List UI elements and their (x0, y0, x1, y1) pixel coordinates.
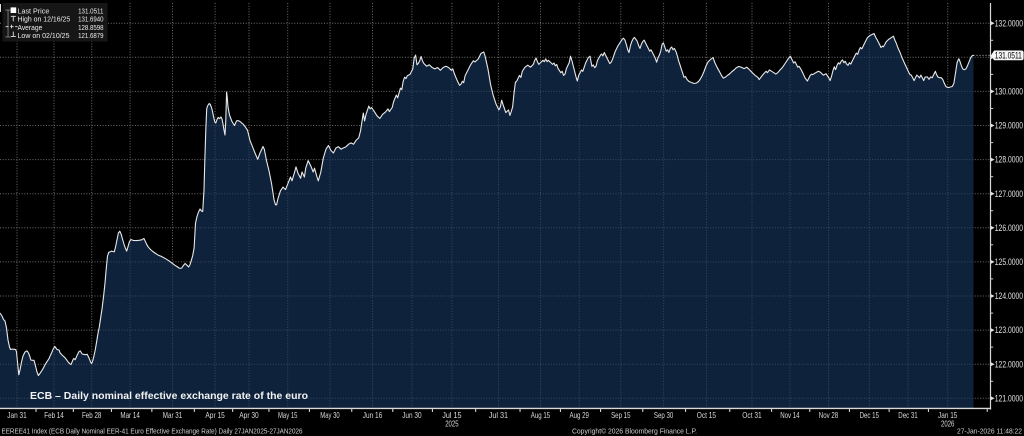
svg-text:128.8598: 128.8598 (78, 23, 103, 32)
svg-text:Apr 15: Apr 15 (205, 410, 225, 420)
svg-text:Mar 31: Mar 31 (163, 410, 183, 420)
svg-text:125.0000: 125.0000 (995, 257, 1023, 267)
svg-text:Sep 30: Sep 30 (654, 410, 674, 420)
svg-text:121.0000: 121.0000 (995, 393, 1023, 403)
svg-text:130.0000: 130.0000 (995, 87, 1023, 97)
svg-text:131.0511: 131.0511 (995, 51, 1022, 61)
svg-text:Jan 15: Jan 15 (938, 410, 958, 420)
svg-text:Aug 29: Aug 29 (570, 410, 590, 420)
svg-text:127.0000: 127.0000 (995, 189, 1023, 199)
svg-text:May 30: May 30 (320, 410, 340, 420)
svg-text:Oct 31: Oct 31 (742, 410, 762, 420)
svg-text:Nov 28: Nov 28 (819, 410, 839, 420)
svg-text:Sep 15: Sep 15 (611, 410, 631, 420)
svg-text:Copyright© 2026 Bloomberg Fina: Copyright© 2026 Bloomberg Finance L.P. (572, 427, 697, 436)
svg-text:2026: 2026 (941, 418, 955, 428)
svg-text:Jun 16: Jun 16 (363, 410, 383, 420)
svg-text:121.6879: 121.6879 (78, 31, 103, 40)
svg-text:Nov 14: Nov 14 (780, 410, 800, 420)
svg-text:132.0000: 132.0000 (995, 18, 1023, 28)
svg-text:Jun 30: Jun 30 (402, 410, 422, 420)
svg-text:High on 12/16/25: High on 12/16/25 (18, 15, 71, 24)
svg-text:Dec 15: Dec 15 (860, 410, 880, 420)
svg-text:122.0000: 122.0000 (995, 359, 1023, 369)
svg-text:Aug 15: Aug 15 (531, 410, 551, 420)
svg-text:129.0000: 129.0000 (995, 121, 1023, 131)
svg-text:Low on 02/10/25: Low on 02/10/25 (18, 31, 70, 40)
svg-text:Feb 28: Feb 28 (82, 410, 102, 420)
svg-text:126.0000: 126.0000 (995, 223, 1023, 233)
svg-text:Jan 31: Jan 31 (7, 410, 27, 420)
svg-text:27-Jan-2026 11:48:22: 27-Jan-2026 11:48:22 (957, 427, 1022, 436)
svg-text:123.0000: 123.0000 (995, 325, 1023, 335)
svg-text:128.0000: 128.0000 (995, 155, 1023, 165)
svg-text:Jul 15: Jul 15 (442, 410, 462, 420)
svg-text:May 15: May 15 (278, 410, 298, 420)
svg-text:Oct 15: Oct 15 (697, 410, 717, 420)
svg-text:Mar 14: Mar 14 (120, 410, 140, 420)
svg-text:2025: 2025 (445, 418, 459, 428)
svg-text:131.0511: 131.0511 (78, 7, 103, 16)
svg-text:131.6940: 131.6940 (78, 15, 103, 24)
svg-text:Feb 14: Feb 14 (44, 410, 64, 420)
svg-text:EEREE41 Index (ECB Daily Nomin: EEREE41 Index (ECB Daily Nominal EER-41 … (2, 427, 303, 436)
svg-text:124.0000: 124.0000 (995, 291, 1023, 301)
svg-text:Last Price: Last Price (18, 7, 50, 16)
svg-text:Average: Average (18, 23, 43, 32)
svg-text:Jul 31: Jul 31 (489, 410, 509, 420)
svg-text:Apr 30: Apr 30 (239, 410, 259, 420)
svg-text:ECB – Daily nominal effective: ECB – Daily nominal effective exchange r… (30, 390, 308, 402)
svg-text:Dec 31: Dec 31 (898, 410, 918, 420)
